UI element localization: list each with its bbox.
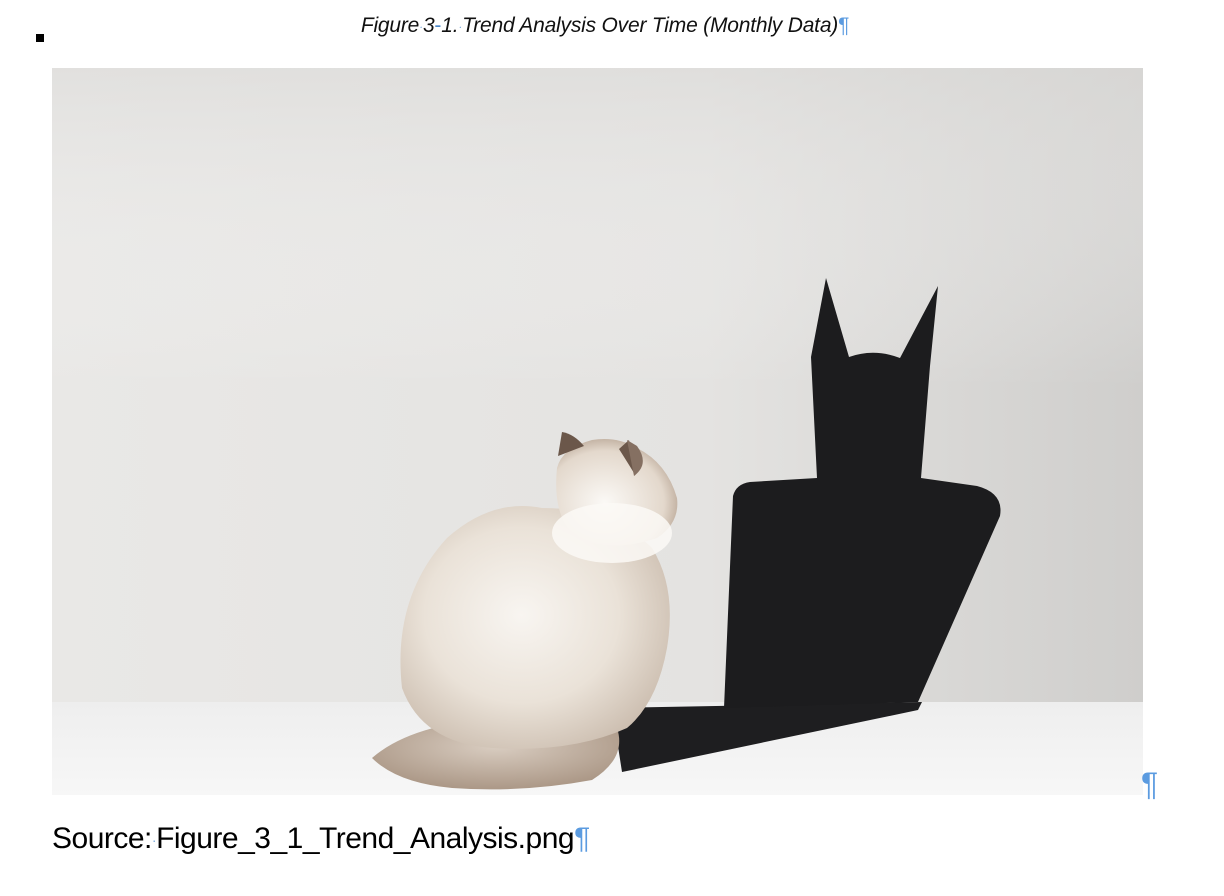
paragraph-mark-icon: ¶ [574,822,590,855]
space-mark-icon: · [151,832,157,849]
caption-dash: - [434,14,442,37]
cat-body [400,506,670,749]
source-label: Source: [52,822,152,855]
caption-prefix: Figure [360,14,420,37]
cat-right-ear-fur [627,440,643,476]
source-line: Source:·Figure_3_1_Trend_Analysis.png¶ [52,822,590,856]
caption-number-a: 3 [422,14,435,37]
cat-ruff [552,503,672,563]
paragraph-mark-icon: ¶ [1141,766,1159,802]
cat-bat-shadow-photo [52,68,1143,795]
floor-shadow [612,702,922,772]
figure-caption: Figure·3-1.·Trend Analysis Over Time (Mo… [0,14,1210,38]
caption-number-b: 1. [441,14,459,37]
cat-left-ear [558,432,584,456]
paragraph-mark-icon: ¶ [838,14,850,37]
bat-shadow-silhouette [724,278,1001,708]
object-anchor-icon [36,34,44,42]
caption-title: Trend Analysis Over Time (Monthly Data) [462,14,839,37]
space-mark-icon: · [419,19,423,34]
figure-image[interactable] [52,68,1143,795]
source-filename: Figure_3_1_Trend_Analysis.png [156,822,575,855]
space-mark-icon: · [458,19,463,34]
